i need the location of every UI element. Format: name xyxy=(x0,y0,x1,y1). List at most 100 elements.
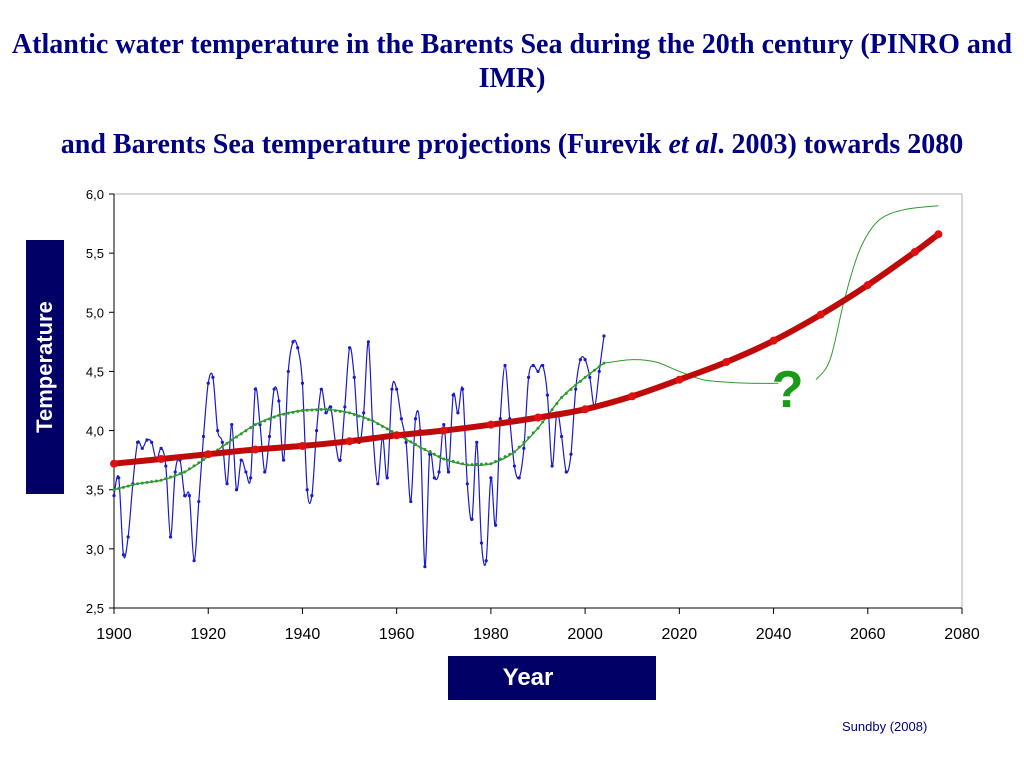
observed-point xyxy=(583,358,587,362)
question-mark: ? xyxy=(772,361,804,419)
smoothed-point xyxy=(230,438,234,442)
observed-point xyxy=(465,482,469,486)
projection-point xyxy=(204,450,213,459)
smoothed-point xyxy=(267,417,271,421)
observed-point xyxy=(253,387,257,391)
observed-point xyxy=(234,488,239,492)
projection-point xyxy=(581,405,590,414)
observed-point xyxy=(376,482,380,486)
smoothed-point xyxy=(475,462,479,466)
observed-point xyxy=(244,470,248,474)
smoothed-point xyxy=(112,488,116,492)
observed-point xyxy=(569,452,573,456)
projection-point xyxy=(534,413,542,422)
observed-point xyxy=(140,446,144,450)
smoothed-point xyxy=(263,419,267,423)
x-tick-label: 2040 xyxy=(756,626,792,643)
smoothed-point xyxy=(169,475,173,479)
smoothed-point xyxy=(569,387,573,391)
smoothed-point xyxy=(291,410,295,414)
x-axis-label-box: Year xyxy=(448,656,656,700)
observed-point xyxy=(201,434,206,439)
observed-point xyxy=(300,381,305,385)
observed-point xyxy=(183,494,187,498)
projection-point xyxy=(816,310,825,319)
smoothed-point xyxy=(451,459,455,463)
smoothed-point xyxy=(357,414,361,418)
observed-point xyxy=(597,369,601,374)
observed-point xyxy=(225,482,229,486)
smoothed-point xyxy=(371,419,375,423)
smoothed-point xyxy=(220,445,224,449)
smoothed-point xyxy=(442,457,446,461)
smoothed-point xyxy=(461,462,465,466)
smoothed-point xyxy=(310,408,314,412)
observed-point xyxy=(211,375,215,379)
observed-point xyxy=(522,446,526,450)
smoothed-point xyxy=(602,361,606,365)
observed-point xyxy=(578,358,583,362)
observed-point xyxy=(484,559,488,563)
smoothed-point xyxy=(253,423,257,427)
observed-point xyxy=(319,387,323,391)
observed-point xyxy=(559,434,564,439)
smoothed-point xyxy=(187,467,191,471)
smoothed-point xyxy=(173,473,177,477)
y-tick-label: 4,5 xyxy=(86,364,104,379)
projection-point xyxy=(910,247,919,256)
y-tick-label: 5,5 xyxy=(86,246,104,261)
observed-point xyxy=(461,387,465,391)
smoothed-point xyxy=(192,464,196,468)
smoothed-point xyxy=(588,372,592,376)
smoothed-point xyxy=(244,429,248,433)
observed-point xyxy=(310,494,314,498)
observed-point xyxy=(531,363,535,368)
smoothed-point xyxy=(366,417,370,421)
smoothed-point xyxy=(333,409,337,413)
observed-point xyxy=(479,541,484,545)
smoothed-point xyxy=(494,459,498,463)
observed-point xyxy=(314,428,319,433)
observed-point xyxy=(277,399,281,403)
smoothed-point xyxy=(225,441,229,445)
projection-point xyxy=(345,437,354,446)
smoothed-point xyxy=(338,409,342,413)
observed-point xyxy=(324,411,328,415)
projection-line xyxy=(111,231,942,467)
y-tick-label: 3,5 xyxy=(86,483,104,498)
observed-point xyxy=(168,535,173,539)
chart-title: Atlantic water temperature in the Barent… xyxy=(11,29,1013,94)
observed-point xyxy=(187,494,191,498)
observed-point xyxy=(150,440,154,444)
observed-point xyxy=(545,393,550,397)
smoothed-point xyxy=(126,484,130,488)
smoothed-point xyxy=(593,368,597,372)
observed-point xyxy=(145,438,149,442)
observed-point xyxy=(489,476,493,480)
smoothed-point xyxy=(414,443,418,447)
smoothed-point xyxy=(164,477,168,481)
smoothed-point xyxy=(178,472,182,476)
projection-point xyxy=(769,336,778,345)
smoothed-point xyxy=(555,402,559,406)
observed-point xyxy=(517,476,521,480)
observed-point xyxy=(503,363,507,368)
observed-point xyxy=(404,440,408,444)
smoothed-point xyxy=(541,420,545,424)
smoothed-point xyxy=(202,458,206,462)
smoothed-point xyxy=(404,437,408,441)
smoothed-point xyxy=(574,383,578,387)
observed-point xyxy=(362,411,366,415)
observed-point xyxy=(385,476,389,480)
smoothed-point xyxy=(512,450,516,454)
smoothed-point xyxy=(536,426,540,430)
observed-point xyxy=(564,470,568,474)
observed-point xyxy=(291,340,295,344)
smoothed-point xyxy=(121,485,125,489)
smoothed-point xyxy=(234,435,238,439)
smoothed-point xyxy=(531,431,535,435)
smoothed-point xyxy=(564,391,568,395)
smoothed-point xyxy=(249,426,253,430)
smoothed-point xyxy=(352,412,356,416)
y-axis-label: Temperature xyxy=(32,301,57,433)
